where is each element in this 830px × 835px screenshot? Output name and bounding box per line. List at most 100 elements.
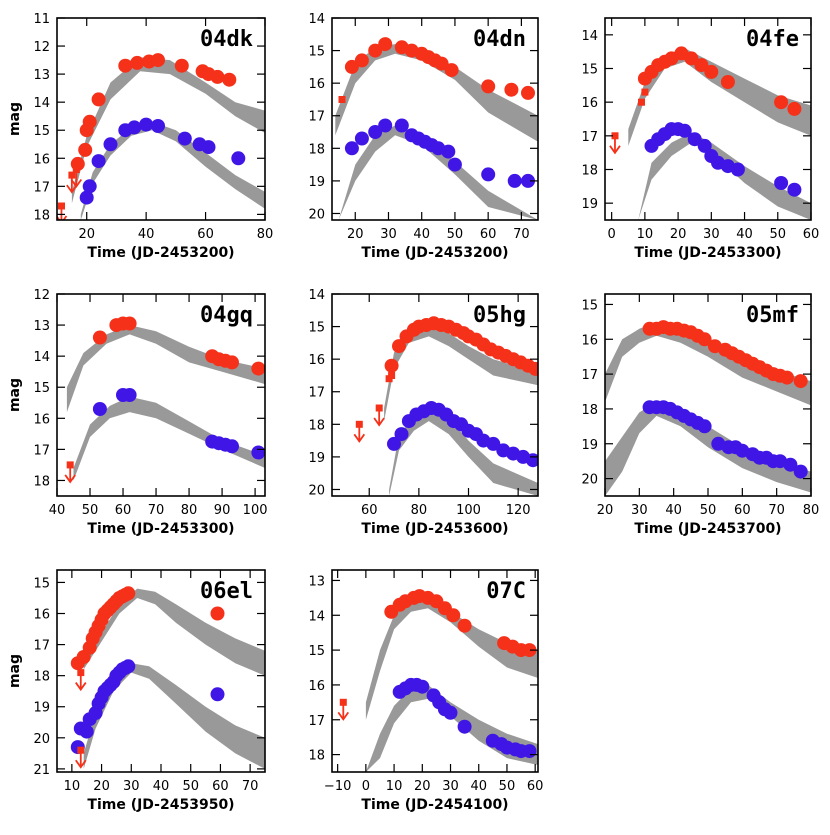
data-point-r [444, 63, 459, 78]
data-point-r [210, 69, 225, 84]
data-point-b [481, 167, 496, 182]
y-tick-label: 16 [581, 333, 598, 348]
data-point-r [793, 374, 808, 389]
data-point-b [210, 687, 225, 702]
early-detection-marker [387, 608, 395, 616]
data-point-r [704, 64, 719, 79]
data-point-r [130, 55, 145, 70]
data-point-r [787, 101, 802, 116]
data-point-b [82, 179, 97, 194]
y-tick-label: 19 [581, 197, 598, 212]
model-band [628, 48, 811, 146]
y-tick-label: 16 [33, 608, 50, 623]
x-tick-label: 40 [153, 779, 170, 794]
x-tick-label: 30 [380, 227, 397, 242]
y-tick-label: 15 [308, 321, 325, 336]
x-tick-label: 70 [513, 227, 530, 242]
y-tick-label: 18 [33, 670, 50, 685]
x-tick-label: 10 [386, 779, 403, 794]
y-axis-label: mag [7, 654, 23, 688]
x-tick-label: 10 [637, 227, 654, 242]
x-axis-label: Time (JD-2453300) [87, 521, 234, 537]
data-point-r [504, 82, 519, 97]
plot-area [605, 320, 811, 496]
x-axis-label: Time (JD-2453200) [361, 245, 508, 261]
data-point-r [720, 75, 735, 89]
y-tick-label: 17 [308, 714, 325, 729]
data-point-b [139, 117, 154, 132]
x-tick-label: 70 [242, 779, 259, 794]
x-tick-label: 20 [78, 227, 95, 242]
model-band [365, 684, 538, 772]
data-point-r [121, 586, 136, 601]
x-tick-label: 20 [597, 503, 614, 518]
data-point-b [783, 457, 798, 472]
data-point-b [774, 176, 789, 190]
data-point-b [394, 118, 409, 133]
y-tick-label: 17 [308, 386, 325, 401]
model-band [80, 121, 265, 220]
y-tick-label: 17 [33, 639, 50, 654]
upper-limit-arrow [337, 698, 350, 721]
data-point-b [394, 427, 409, 442]
y-tick-label: 11 [33, 12, 50, 27]
data-point-b [447, 157, 462, 172]
data-point-r [210, 606, 225, 621]
data-point-b [344, 141, 359, 156]
upper-limit-arrow [373, 404, 385, 427]
model-band [83, 588, 265, 676]
supernova-name: 04dk [200, 27, 253, 52]
y-tick-label: 16 [33, 412, 50, 427]
x-tick-label: 50 [770, 227, 787, 242]
upper-limit-arrow [70, 166, 83, 189]
upper-limit-arrow [353, 420, 366, 443]
y-tick-label: 14 [308, 12, 325, 27]
data-point-r [684, 51, 699, 66]
x-tick-label: 60 [803, 227, 820, 242]
data-point-r [368, 43, 383, 58]
plot-frame [56, 293, 266, 497]
data-point-b [91, 154, 106, 169]
x-tick-label: 10 [64, 779, 81, 794]
data-point-b [697, 419, 712, 434]
x-axis-label: Time (JD-2453200) [87, 245, 234, 261]
data-point-b [387, 436, 401, 451]
data-point-r [780, 370, 794, 385]
y-tick-label: 21 [33, 763, 50, 778]
y-tick-label: 15 [33, 381, 50, 396]
data-point-b [457, 719, 472, 734]
model-band [605, 321, 811, 406]
data-point-b [677, 123, 692, 138]
data-point-r [446, 608, 461, 623]
y-tick-label: 14 [308, 288, 325, 303]
y-tick-label: 18 [308, 749, 325, 764]
y-tick-label: 20 [33, 732, 50, 747]
data-point-b [730, 162, 745, 177]
x-tick-label: 60 [197, 227, 214, 242]
x-tick-label: 20 [414, 779, 431, 794]
data-point-b [251, 445, 265, 460]
x-tick-label: 30 [631, 503, 648, 518]
early-detection-marker [388, 372, 396, 379]
data-point-r [457, 618, 472, 633]
x-tick-label: 40 [665, 503, 682, 518]
model-band [71, 57, 265, 204]
plot-frame [331, 293, 539, 497]
y-tick-label: 13 [33, 319, 50, 334]
x-tick-label: 70 [768, 503, 785, 518]
x-tick-label: 120 [506, 503, 531, 518]
y-tick-label: 19 [308, 451, 325, 466]
y-tick-label: 16 [581, 96, 598, 111]
data-point-r [694, 58, 709, 73]
data-point-b [378, 118, 393, 133]
data-point-b [787, 182, 802, 197]
data-point-r [92, 330, 107, 345]
model-band [365, 597, 538, 720]
y-tick-label: 16 [308, 77, 325, 92]
plot-area [57, 53, 265, 220]
y-axis-label: mag [7, 102, 23, 136]
x-tick-label: 50 [499, 779, 516, 794]
y-tick-label: 18 [308, 418, 325, 433]
data-point-r [122, 316, 137, 331]
